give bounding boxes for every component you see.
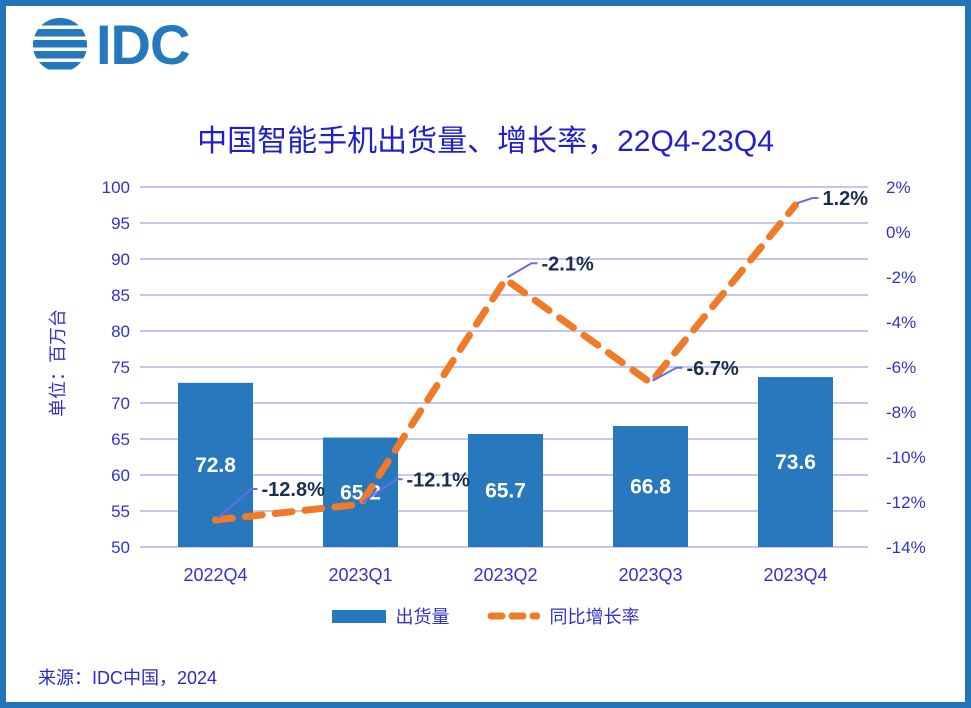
shipment-bar [468,433,543,547]
left-axis-tick-label: 95 [111,214,130,233]
left-axis-tick-label: 60 [111,466,130,485]
bar-value-label: 72.8 [195,454,236,477]
shipments-legend-swatch [331,609,386,623]
right-axis-tick-label: -8% [886,403,916,422]
callout-leader-line [797,197,819,204]
right-axis-tick-label: -10% [886,448,926,467]
left-axis-tick-label: 50 [111,538,130,557]
left-axis-tick-label: 80 [111,322,130,341]
x-axis-label: 2023Q1 [328,565,392,585]
x-axis-label: 2023Q2 [473,565,537,585]
shipment-bar [323,437,398,547]
right-axis-tick-label: -14% [886,538,926,557]
right-axis-tick-label: 2% [886,178,911,197]
left-axis-tick-label: 100 [102,178,130,197]
growth-value-label: -2.1% [542,253,594,275]
shipments-legend-label: 出货量 [395,607,450,627]
callout-leader-line [652,366,683,382]
chart-title: 中国智能手机出货量、增长率，22Q4-23Q4 [197,125,774,158]
x-axis-label: 2023Q4 [763,565,827,585]
bar-value-label: 73.6 [775,451,816,474]
idc-logo-text: IDC [96,13,190,76]
idc-logo: IDC [33,13,190,76]
growth-value-label: -12.8% [262,479,326,501]
left-axis-tick-label: 65 [111,430,130,449]
left-axis-tick-label: 85 [111,286,130,305]
left-axis-tick-label: 90 [111,250,130,269]
right-axis-tick-label: 0% [886,223,911,242]
right-axis-tick-label: -6% [886,358,916,377]
left-axis-tick-label: 55 [111,502,130,521]
callout-leader-line [216,488,258,519]
growth-legend-label: 同比增长率 [549,607,640,627]
chart-legend: 出货量 同比增长率 [0,603,971,629]
bar-value-label: 65.7 [485,479,526,502]
left-axis-tick-label: 75 [111,358,130,377]
source-note: 来源：IDC中国，2024 [38,668,218,688]
right-axis-tick-label: -4% [886,313,916,332]
idc-globe-icon [33,18,87,72]
right-axis-tick-label: -12% [886,493,926,512]
shipment-bar [758,377,833,547]
callout-leader-line [361,478,403,504]
growth-value-label: -12.1% [407,469,471,491]
x-axis-label: 2023Q3 [618,565,682,585]
growth-value-label: 1.2% [823,188,869,210]
x-axis-label: 2022Q4 [183,565,247,585]
right-axis-tick-label: -2% [886,268,916,287]
bar-value-label: 66.8 [630,476,671,499]
shipment-bar [613,426,688,547]
left-axis-tick-label: 70 [111,394,130,413]
callout-leader-line [506,262,538,279]
growth-value-label: -6.7% [687,358,739,380]
growth-legend-dash-icon [487,612,540,620]
growth-line [212,201,799,524]
